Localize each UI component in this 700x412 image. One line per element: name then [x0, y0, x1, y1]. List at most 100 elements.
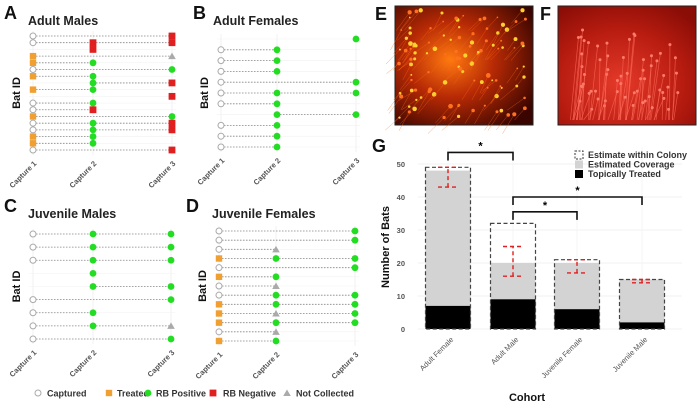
hair-tip	[415, 98, 418, 101]
hair-tip	[587, 91, 591, 95]
hair-tip	[442, 80, 448, 85]
hair-fiber	[506, 68, 518, 84]
hair-fiber	[509, 18, 526, 31]
hair-fiber	[613, 80, 618, 121]
hair-tip	[408, 16, 411, 19]
hair-fiber	[458, 33, 474, 51]
not-collected-marker	[272, 245, 280, 253]
y-axis-label: Bat ID	[11, 77, 23, 109]
rb-positive-marker	[273, 143, 281, 151]
not-collected-marker	[272, 282, 280, 289]
hair-fiber	[404, 10, 421, 31]
hair-fiber	[397, 43, 411, 61]
hair-tip	[442, 115, 446, 120]
rb-positive-marker	[89, 119, 97, 127]
captured-marker	[29, 256, 37, 264]
hair-tip	[397, 61, 401, 66]
hair-tip	[506, 113, 511, 117]
hair-tip	[594, 89, 598, 93]
hair-fiber	[431, 82, 446, 101]
hair-tip	[649, 64, 653, 68]
hair-fiber	[385, 49, 401, 65]
hair-tip	[606, 68, 610, 72]
hair-fiber	[464, 110, 474, 124]
panel-letter: F	[540, 4, 551, 24]
rb-positive-marker	[167, 283, 175, 290]
hair-fiber	[493, 24, 504, 44]
hair-tip	[512, 112, 517, 117]
hair-fiber	[393, 38, 407, 54]
hair-tip	[485, 73, 491, 78]
rb-positive-marker	[144, 389, 152, 397]
rb-positive-marker	[351, 310, 359, 317]
bar-estimated-coverage	[619, 279, 665, 329]
rb-positive-marker	[351, 236, 359, 244]
treated-marker	[215, 273, 223, 281]
hair-tip	[623, 95, 627, 99]
hair-fiber	[575, 83, 584, 121]
rb-positive-marker	[167, 243, 175, 251]
hair-fiber	[407, 97, 422, 114]
hair-tip	[413, 51, 417, 55]
hair-tip	[668, 43, 672, 47]
hair-fiber	[486, 40, 502, 61]
rb-positive-marker	[89, 309, 97, 317]
hair-fiber	[417, 94, 435, 115]
rb-negative-marker	[168, 92, 176, 100]
legend-item-not-collected: Not Collected	[283, 389, 354, 399]
hair-fiber	[572, 36, 582, 121]
hair-fiber	[479, 75, 489, 94]
hair-fiber	[471, 81, 483, 101]
hair-tip	[400, 29, 403, 31]
hair-fiber	[448, 58, 461, 71]
rb-positive-marker	[167, 230, 175, 238]
hair-tip	[641, 58, 645, 62]
hair-tip	[412, 42, 417, 46]
y-tick-label: 30	[397, 226, 405, 235]
hair-tip	[449, 38, 452, 41]
rb-positive-marker	[272, 255, 280, 262]
hair-tip	[674, 71, 678, 75]
hair-tip	[515, 84, 519, 88]
hair-tip	[499, 85, 502, 88]
treated-marker	[215, 301, 223, 308]
hair-fiber	[631, 105, 634, 121]
hair-fiber	[481, 80, 493, 95]
panel-letter: E	[375, 4, 387, 24]
hair-tip	[425, 52, 429, 55]
hair-fiber	[402, 45, 417, 64]
captured-marker	[29, 39, 37, 47]
hair-tip	[621, 56, 625, 60]
hair-fiber	[507, 38, 516, 51]
rb-negative-marker	[168, 32, 176, 40]
hair-tip	[676, 91, 680, 95]
hair-fiber	[625, 39, 630, 121]
hair-fiber	[386, 63, 400, 74]
hair-fiber	[401, 99, 417, 111]
hair-tip	[427, 71, 430, 74]
hair-tip	[431, 92, 437, 97]
rb-positive-marker	[272, 300, 280, 308]
rb-positive-marker	[168, 113, 176, 120]
hair-tip	[463, 53, 468, 58]
treated-marker	[29, 113, 37, 120]
rb-positive-marker	[89, 230, 97, 238]
capture-label: Capture 1	[8, 348, 39, 379]
hair-tip	[404, 36, 409, 40]
captured-marker	[217, 100, 225, 108]
hair-tip	[418, 8, 423, 13]
legend-item-rb-positive: RB Positive	[144, 389, 206, 399]
hair-tip	[589, 89, 593, 93]
hair-fiber	[502, 114, 515, 134]
hair-fiber	[589, 91, 596, 121]
hair-tip	[514, 20, 518, 23]
capture-label: Capture 3	[146, 348, 177, 379]
not-collected-marker	[283, 389, 291, 396]
significance-star: *	[478, 140, 483, 152]
hair-fiber	[570, 37, 579, 121]
rb-positive-marker	[273, 132, 281, 140]
hair-fiber	[461, 80, 475, 100]
hair-fiber	[576, 40, 585, 121]
panel-title: Juvenile Females	[212, 207, 316, 221]
